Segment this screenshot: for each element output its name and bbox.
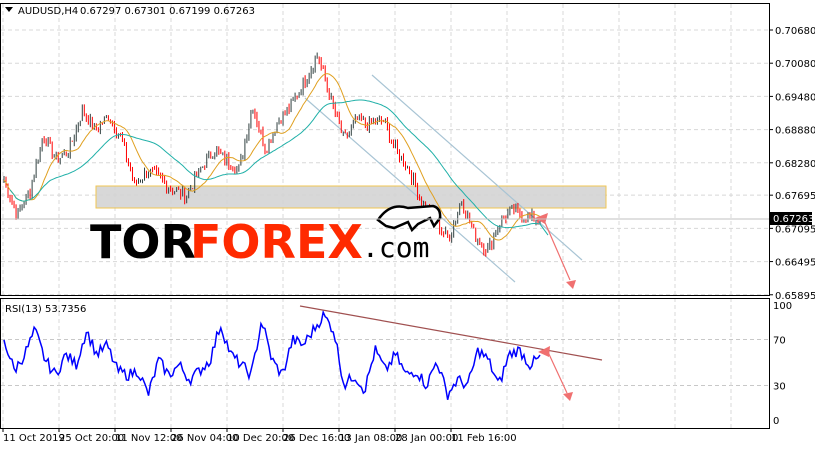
svg-text:TOR: TOR	[90, 215, 196, 269]
rsi-tick-label: 70	[773, 336, 786, 347]
time-tick-label: 11 Oct 2019	[3, 433, 65, 444]
price-tick-label: 0.69480	[775, 92, 815, 103]
price-tick-label: 0.70680	[775, 26, 815, 37]
rsi-line	[3, 309, 541, 400]
time-tick-label: 10 Dec 20:00	[227, 433, 294, 444]
price-tick-label: 0.65895	[775, 291, 815, 302]
price-tick-label: 0.67095	[775, 224, 815, 235]
svg-text:.com: .com	[362, 231, 429, 264]
svg-text:FOREX: FOREX	[190, 215, 363, 269]
rsi-trend-line	[299, 305, 603, 361]
rsi-tick-label: 100	[773, 301, 792, 312]
rsi-tick-label: 30	[773, 382, 786, 393]
rsi-axis: 100 70 30 0	[773, 301, 792, 427]
time-tick-label: 25 Oct 20:00	[59, 433, 124, 444]
price-panel	[0, 3, 770, 296]
symbol-label: AUDUSD,H4	[18, 6, 78, 17]
rsi-label: RSI(13) 53.7356	[5, 304, 86, 315]
bull-icon	[376, 204, 442, 233]
torforex-logo: TOR FOREX .com	[90, 204, 442, 269]
collapse-triangle-icon[interactable]	[5, 7, 13, 12]
ma-slow-line	[9, 99, 549, 236]
support-zone	[95, 185, 607, 209]
current-price-badge	[770, 212, 812, 225]
current-price-label: 0.67263	[773, 214, 814, 225]
price-tick-label: 0.66495	[775, 258, 815, 269]
time-tick-label: 26 Dec 16:00	[283, 433, 350, 444]
time-tick-label: 28 Jan 00:00	[395, 433, 458, 444]
price-axis: 0.70680 0.70080 0.69480 0.68880 0.68280 0.676…	[769, 26, 815, 302]
ohlc-label: 0.67297 0.67301 0.67199 0.67263	[80, 6, 255, 17]
time-tick-label: 11 Feb 16:00	[451, 433, 517, 444]
price-tick-label: 0.70080	[775, 59, 815, 70]
channel-lower-line	[304, 97, 516, 283]
ma-fast-line	[3, 73, 541, 241]
forecast-arrow-rsi	[538, 346, 573, 401]
price-tick-label: 0.68280	[775, 159, 815, 170]
rsi-tick-label: 0	[773, 416, 779, 427]
channel-upper-line	[371, 74, 583, 261]
price-tick-label: 0.68880	[775, 126, 815, 137]
time-tick-label: 26 Nov 04:00	[171, 433, 238, 444]
price-tick-label: 0.67695	[775, 191, 815, 202]
rsi-panel	[0, 298, 770, 429]
time-tick-label: 13 Jan 08:00	[339, 433, 402, 444]
grid	[1, 4, 769, 428]
time-tick-label: 11 Nov 12:00	[115, 433, 182, 444]
